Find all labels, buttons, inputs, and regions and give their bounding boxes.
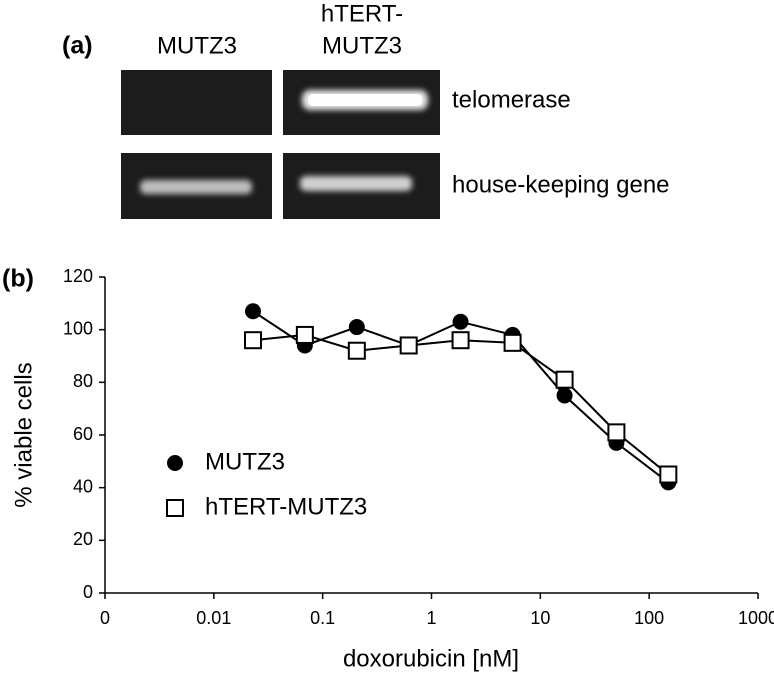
row-label: house-keeping gene — [452, 171, 670, 198]
data-point — [556, 387, 573, 404]
x-tick-label: 0.1 — [310, 608, 335, 628]
y-axis-label: % viable cells — [10, 362, 37, 507]
gel-lane — [121, 70, 272, 135]
x-tick-label: 10 — [530, 608, 550, 628]
y-tick-label: 40 — [73, 476, 93, 496]
column-label: hTERT- — [321, 0, 403, 27]
x-tick-label: 0 — [100, 608, 110, 628]
series-line — [252, 333, 669, 476]
data-point — [503, 333, 522, 352]
legend-label: MUTZ3 — [205, 448, 285, 475]
data-point — [347, 341, 366, 360]
x-tick-label: 100 — [634, 608, 664, 628]
data-point — [244, 303, 261, 320]
legend-marker — [166, 499, 184, 517]
data-point — [295, 325, 314, 344]
data-point — [555, 370, 574, 389]
x-tick-label: 1000 — [738, 608, 774, 628]
gel-band — [308, 94, 422, 106]
y-tick-label: 60 — [73, 424, 93, 444]
gel-band — [140, 180, 252, 194]
y-tick-label: 80 — [73, 371, 93, 391]
column-label: MUTZ3 — [157, 32, 237, 59]
data-point — [399, 336, 418, 355]
gel — [121, 70, 440, 219]
row-label: telomerase — [452, 86, 571, 113]
y-tick-label: 20 — [73, 529, 93, 549]
y-tick-label: 120 — [63, 266, 93, 286]
x-tick-label: 1 — [426, 608, 436, 628]
legend-marker — [167, 455, 183, 471]
x-axis-label: doxorubicin [nM] — [343, 645, 519, 672]
data-point — [451, 331, 470, 350]
x-tick-label: 0.01 — [196, 608, 231, 628]
data-point — [607, 423, 626, 442]
y-tick-label: 0 — [83, 582, 93, 602]
column-label: MUTZ3 — [322, 32, 402, 59]
data-point — [452, 313, 469, 330]
data-point — [659, 465, 678, 484]
panel-label: (a) — [62, 32, 93, 60]
data-point — [348, 319, 365, 336]
legend-label: hTERT-MUTZ3 — [205, 493, 367, 520]
panel-label: (b) — [2, 265, 34, 293]
data-point — [243, 331, 262, 350]
gel-band — [300, 176, 412, 191]
y-tick-label: 100 — [63, 318, 93, 338]
